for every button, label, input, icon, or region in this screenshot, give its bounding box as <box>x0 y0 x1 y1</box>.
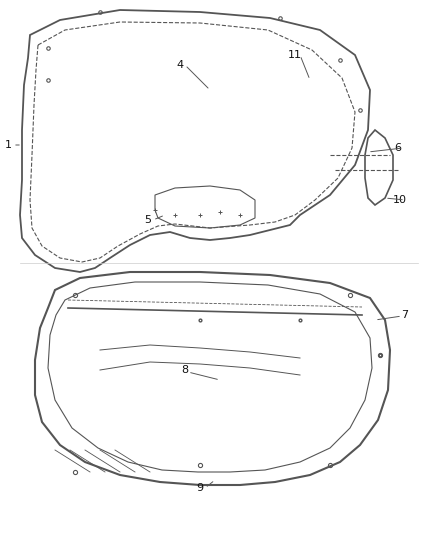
Text: 10: 10 <box>393 195 407 205</box>
Text: 5: 5 <box>145 215 152 225</box>
Text: 6: 6 <box>395 143 402 153</box>
Text: 1: 1 <box>4 140 11 150</box>
Text: 4: 4 <box>177 60 184 70</box>
Text: 7: 7 <box>402 310 409 320</box>
Text: 11: 11 <box>288 50 302 60</box>
Text: 9: 9 <box>196 483 204 493</box>
Text: 8: 8 <box>181 365 189 375</box>
